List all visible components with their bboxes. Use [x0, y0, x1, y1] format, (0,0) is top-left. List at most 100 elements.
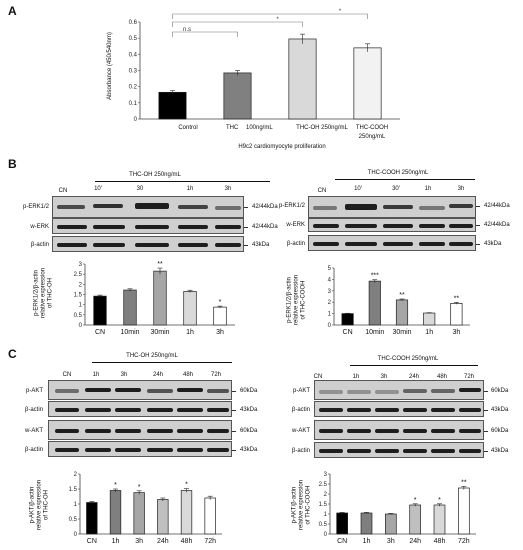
panel-b-right-ytick-label: 4 — [328, 277, 332, 283]
panel-b-right-xtick-label: 1h — [425, 329, 433, 336]
panel-b-right-ytick-label: 2 — [328, 300, 332, 306]
b-right-lane-3h: 3h — [457, 186, 465, 192]
c-left-blot-actin2 — [48, 441, 232, 457]
panel-a-xtick-thcoh: THC-OH 250ng/mL — [296, 125, 348, 131]
b-left-size-werk: 42/44kDa — [252, 224, 278, 230]
b-left-row-actin: β-actin — [30, 242, 49, 248]
c-left-row-wakt: w-AKT — [25, 428, 43, 434]
panel-c-right-bar — [409, 504, 421, 535]
c-right-row-wakt: w-AKT — [292, 428, 310, 434]
b-right-size-werk: 42/44kDa — [484, 222, 510, 228]
c-left-row-pakt: p-AKT — [25, 388, 43, 394]
c-right-treatment: THC-COOH 250ng/mL — [377, 356, 439, 362]
b-right-lane-cn: CN — [317, 188, 327, 194]
panel-a-ytick-label: 0.1 — [129, 101, 138, 107]
panel-a-bracket-label: * — [276, 17, 279, 23]
panel-c-right-bar — [360, 512, 373, 535]
panel-a-bar — [158, 91, 187, 120]
panel-a-bar — [288, 38, 317, 120]
panel-a-bar — [353, 47, 382, 120]
panel-c-right-bar — [458, 487, 470, 535]
c-right-blot-actin2 — [314, 442, 484, 458]
c-right-lane-48h: 48h — [436, 374, 448, 380]
panel-c-right-ytick-label: 0 — [324, 532, 328, 538]
panel-c-left-ytick-label: 1.5 — [69, 487, 78, 493]
b-right-size-actin: 43kDa — [484, 241, 502, 247]
c-left-lane-48h: 48h — [182, 372, 194, 378]
panel-c-right-significance-star: * — [414, 497, 417, 504]
panel-b-right-xtick-label: 30min — [392, 329, 411, 336]
panel-c-left-xtick-label: 1h — [112, 538, 120, 545]
panel-c-right-ytick-label: 2 — [324, 492, 328, 498]
panel-c-right-xtick-label: 1h — [363, 538, 371, 545]
b-left-lane-3h: 3h — [224, 186, 232, 192]
b-right-row-werk: w-ERK — [286, 222, 305, 228]
c-right-lane-72h: 72h — [463, 374, 475, 380]
panel-b-left-significance-star: * — [219, 299, 222, 306]
panel-c-right-xtick-label: 48h — [434, 538, 446, 545]
panel-a-xtick-thccooh-1: THC-COOH — [355, 125, 389, 131]
c-right-treatment-line — [350, 365, 478, 366]
panel-c-left-significance-star: * — [185, 482, 188, 489]
c-right-size-pakt: 60kDa — [491, 388, 509, 394]
b-left-blot-actin — [52, 236, 244, 252]
c-left-size-wakt: 60kDa — [240, 428, 258, 434]
b-left-row-perk: p-ERK1/2 — [22, 204, 49, 210]
panel-a-chart: 0 0.1 0.2 0.3 0.4 0.5 0.6 n.s * * — [129, 9, 400, 123]
panel-b-left-ytick-label: 0 — [79, 323, 83, 329]
panel-b-left-ytick-label: 0.5 — [74, 313, 83, 319]
b-left-treatment-line — [95, 181, 270, 182]
c-right-size-wakt: 60kDa — [491, 428, 509, 434]
c-left-lane-72h: 72h — [210, 372, 222, 378]
panel-a-bracket — [172, 31, 238, 37]
c-right-row-actin1: β-actin — [291, 407, 310, 413]
b-right-row-actin: β-actin — [286, 241, 305, 247]
c-left-lane-1h: 1h — [92, 372, 100, 378]
panel-b-right-xtick-label: CN — [343, 329, 353, 336]
panel-a-bracket — [172, 21, 303, 27]
panel-c-left-xtick-label: 3h — [135, 538, 143, 545]
panel-b-right-ytick-label: 0 — [328, 323, 332, 329]
panel-c-right-bar — [336, 512, 348, 535]
c-left-size-actin2: 43kDa — [240, 447, 258, 453]
panel-a-xtick-thccooh-2: 250ng/mL — [358, 134, 386, 140]
panel-c-right-xtick-label: CN — [337, 538, 347, 545]
panel-a-xtick-control: Control — [178, 125, 198, 131]
c-left-row-actin2: β-actin — [24, 447, 43, 453]
c-left-size-actin1: 43kDa — [240, 407, 258, 413]
panel-c-left-ytick-label: 0.5 — [69, 517, 78, 523]
b-right-treatment: THC-COOH 250ng/mL — [367, 170, 429, 176]
panel-c-right-bar — [433, 504, 446, 535]
c-left-treatment-line — [92, 362, 232, 363]
c-left-size-pakt: 60kDa — [240, 388, 258, 394]
b-left-size-actin: 43kDa — [252, 242, 270, 248]
panel-c-right-significance-star: * — [438, 497, 441, 504]
panel-c-right-bar — [385, 513, 397, 535]
b-left-blot-werk — [52, 218, 244, 234]
c-right-lane-3h: 3h — [380, 374, 388, 380]
panel-c-left-xtick-label: 48h — [181, 538, 193, 545]
panel-a-xlabel: H9c2 cardiomyocyte proliferation — [238, 144, 326, 150]
panel-a-bracket-label: n.s — [183, 27, 191, 33]
panel-c-right-ytick-label: 1.5 — [319, 502, 328, 508]
panel-b-right-xtick-label: 10min — [365, 329, 384, 336]
panel-c-right-xtick-label: 72h — [458, 538, 470, 545]
panel-a-bracket — [172, 13, 368, 19]
panel-a-ytick-label: 0.3 — [129, 69, 138, 75]
panel-b-left-significance-star: ** — [157, 261, 163, 268]
panel-c-right-ytick-label: 0.5 — [319, 522, 328, 528]
c-right-blot-pakt — [314, 380, 484, 400]
panel-c-right-xtick-label: 24h — [409, 538, 421, 545]
b-left-lane-1h: 1h — [186, 186, 194, 192]
panel-b-right-ytick-label: 1 — [328, 312, 332, 318]
panel-a-ytick-label: 0.2 — [129, 85, 138, 91]
panel-a-xtick-thc-dose: 100ng/mL — [246, 125, 273, 131]
panel-b-left-ytick-label: 2 — [79, 282, 83, 288]
b-right-lane-30: 30' — [392, 186, 400, 192]
panel-c-right-ytick-label: 2.5 — [319, 482, 328, 488]
b-left-size-perk: 42/44kDa — [252, 204, 278, 210]
b-left-lane-cn: CN — [58, 188, 68, 194]
panel-a-ytick-label: 0 — [134, 117, 138, 123]
